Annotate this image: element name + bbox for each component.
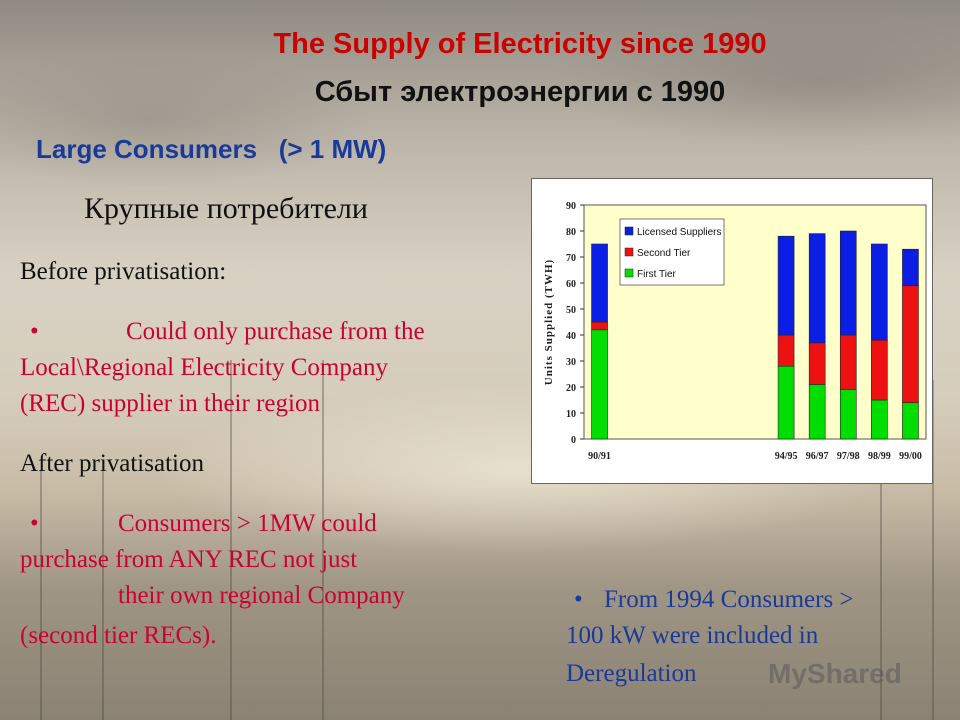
after-bullet-line: Consumers > 1MW could [118, 510, 377, 537]
subtitle-ru: Крупные потребители [84, 192, 368, 225]
watermark-logo: MyShared [768, 658, 902, 690]
legend-swatch [624, 247, 634, 257]
legend-swatch [624, 268, 634, 278]
before-bullet-line: Could only purchase from the [126, 318, 425, 345]
bar-segment [591, 321, 608, 331]
after-bullet-line: purchase from ANY REC not just [20, 546, 358, 573]
x-tick-label: 90/91 [588, 451, 611, 462]
bar-segment [871, 339, 888, 401]
legend-box [619, 218, 725, 286]
bar-segment [902, 248, 919, 286]
after-heading: After privatisation [20, 450, 204, 477]
bullet-marker: • [30, 510, 39, 537]
stacked-bar-chart: 0 10 20 30 40 50 60 70 80 90 Units Supplied (TWH) 9… [531, 178, 933, 484]
note-line: 100 kW were included in [566, 622, 819, 649]
bar-segment [839, 389, 857, 440]
x-tick-label: 94/95 [775, 451, 798, 462]
legend-label: First Tier [637, 269, 677, 280]
bar-segment [902, 285, 919, 403]
legend-label: Second Tier [637, 248, 691, 259]
bar-segment [871, 243, 888, 341]
y-tick-label: 10 [566, 409, 576, 420]
bar-segment [808, 233, 826, 344]
slide-title-en: The Supply of Electricity since 1990 [273, 28, 767, 60]
pylon-silhouette [880, 380, 934, 720]
x-tick-label: 99/00 [899, 451, 922, 462]
x-tick-label: 98/99 [868, 451, 891, 462]
y-tick-label: 40 [566, 331, 576, 342]
bar-segment [591, 243, 608, 323]
bar-segment [777, 365, 795, 440]
y-tick-label: 60 [566, 279, 576, 290]
y-tick-label: 80 [566, 227, 576, 238]
y-tick-label: 20 [566, 383, 576, 394]
after-bullet-line: (second tier RECs). [20, 622, 217, 649]
x-tick-label: 97/98 [837, 451, 860, 462]
bar-segment [777, 334, 795, 367]
y-tick-label: 70 [566, 253, 576, 264]
bar-segment [839, 230, 857, 336]
bar-segment [871, 399, 888, 440]
bar-segment [808, 384, 826, 440]
bar-segment [808, 342, 826, 385]
pylon-silhouette [230, 360, 324, 720]
subtitle-en: Large Consumers (> 1 MW) [36, 134, 387, 164]
chart-svg: 0 10 20 30 40 50 60 70 80 90 Units Supplied (TWH) 9… [543, 201, 927, 462]
bar-segment [777, 235, 795, 336]
before-heading: Before privatisation: [20, 258, 227, 285]
watermark-text: MyShared [768, 658, 902, 689]
bar-segment [902, 402, 919, 440]
before-bullet-line: Local\Regional Electricity Company [20, 354, 388, 381]
y-tick-label: 90 [566, 201, 576, 212]
y-tick-label: 30 [566, 357, 576, 368]
x-tick-label: 96/97 [806, 451, 829, 462]
slide-title-ru: Сбыт электроэнергии с 1990 [314, 76, 726, 108]
bar-segment [591, 329, 608, 440]
pylon-silhouette [40, 470, 104, 720]
bullet-marker: • [30, 318, 39, 345]
legend-swatch [624, 226, 634, 236]
bullet-marker: • [574, 586, 583, 613]
y-tick-label: 50 [566, 305, 576, 316]
y-tick-label: 0 [571, 435, 576, 446]
y-axis-label: Units Supplied (TWH) [543, 259, 555, 385]
plot-area [583, 204, 927, 440]
legend-label: Licensed Suppliers [637, 227, 722, 238]
note-line: From 1994 Consumers > [604, 586, 854, 613]
bar-segment [839, 334, 857, 390]
note-line: Deregulation [566, 660, 697, 687]
before-bullet-line: (REC) supplier in their region [20, 390, 320, 417]
after-bullet-line: their own regional Company [118, 582, 405, 609]
